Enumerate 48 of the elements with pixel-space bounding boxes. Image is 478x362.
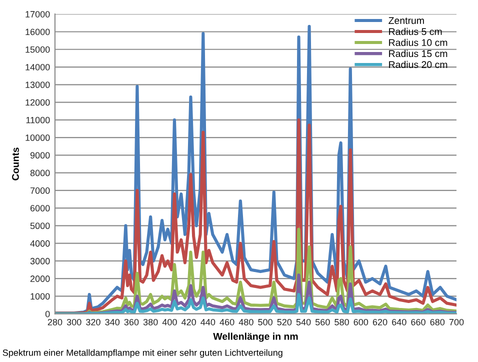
x-tick-label: 580 [334, 318, 349, 326]
y-tick-label: 16000 [26, 28, 50, 36]
y-tick-label: 3000 [30, 258, 50, 264]
y-tick-label: 13000 [26, 82, 50, 88]
legend-label: Radius 10 cm [389, 38, 448, 46]
x-tick-label: 300 [66, 318, 82, 326]
x-tick-label: 480 [238, 318, 254, 326]
y-tick-label: 17000 [26, 11, 50, 18]
y-tick-label: 8000 [30, 170, 50, 176]
y-tick-label: 7000 [30, 187, 50, 194]
x-tick-label: 460 [220, 318, 234, 326]
y-tick-label: 12000 [26, 99, 50, 106]
x-tick-label: 700 [449, 318, 464, 326]
y-tick-label: 5000 [30, 222, 50, 230]
y-tick-label: 1000 [30, 293, 50, 300]
x-axis-title: Wellenlänge in nm [213, 332, 298, 342]
y-tick-label: 9000 [30, 152, 50, 159]
text: Spektrum einer Metalldampflampe mit einer sehr guten Lichtverteilung [2, 349, 282, 358]
legend-label: Zentrum [388, 17, 424, 24]
x-tick-label: 360 [124, 318, 139, 326]
y-tick-label: 2000 [30, 276, 50, 282]
x-tick-label: 620 [372, 318, 388, 326]
y-tick-label: 6000 [30, 205, 50, 212]
x-tick-label: 320 [86, 318, 100, 326]
y-tick-label: 14000 [26, 64, 50, 70]
y-tick-label: 0 [45, 310, 50, 318]
y-tick-label: 4000 [30, 240, 50, 247]
y-axis-title: Counts [12, 148, 19, 180]
x-tick-label: 540 [296, 318, 311, 326]
x-tick-label: 340 [105, 318, 120, 326]
x-tick-label: 420 [181, 318, 196, 326]
legend-label: Radius 20 cm [389, 60, 448, 68]
x-tick-label: 280 [48, 318, 62, 326]
legend-label: Radius 5 cm [389, 28, 442, 36]
x-tick-label: 640 [392, 318, 406, 326]
y-tick-label: 10000 [26, 134, 50, 141]
x-tick-label: 560 [315, 318, 330, 326]
x-tick-label: 380 [143, 318, 158, 326]
x-tick-label: 500 [258, 318, 272, 326]
x-tick-label: 400 [162, 318, 177, 326]
x-tick-label: 600 [354, 318, 368, 326]
y-tick-label: 11000 [26, 116, 50, 124]
x-tick-label: 440 [200, 318, 216, 326]
x-tick-label: 660 [411, 318, 426, 326]
x-tick-label: 520 [277, 318, 292, 326]
legend-label: Radius 15 cm [389, 50, 448, 58]
y-tick-label: 15000 [26, 46, 50, 53]
x-tick-label: 680 [430, 318, 445, 326]
